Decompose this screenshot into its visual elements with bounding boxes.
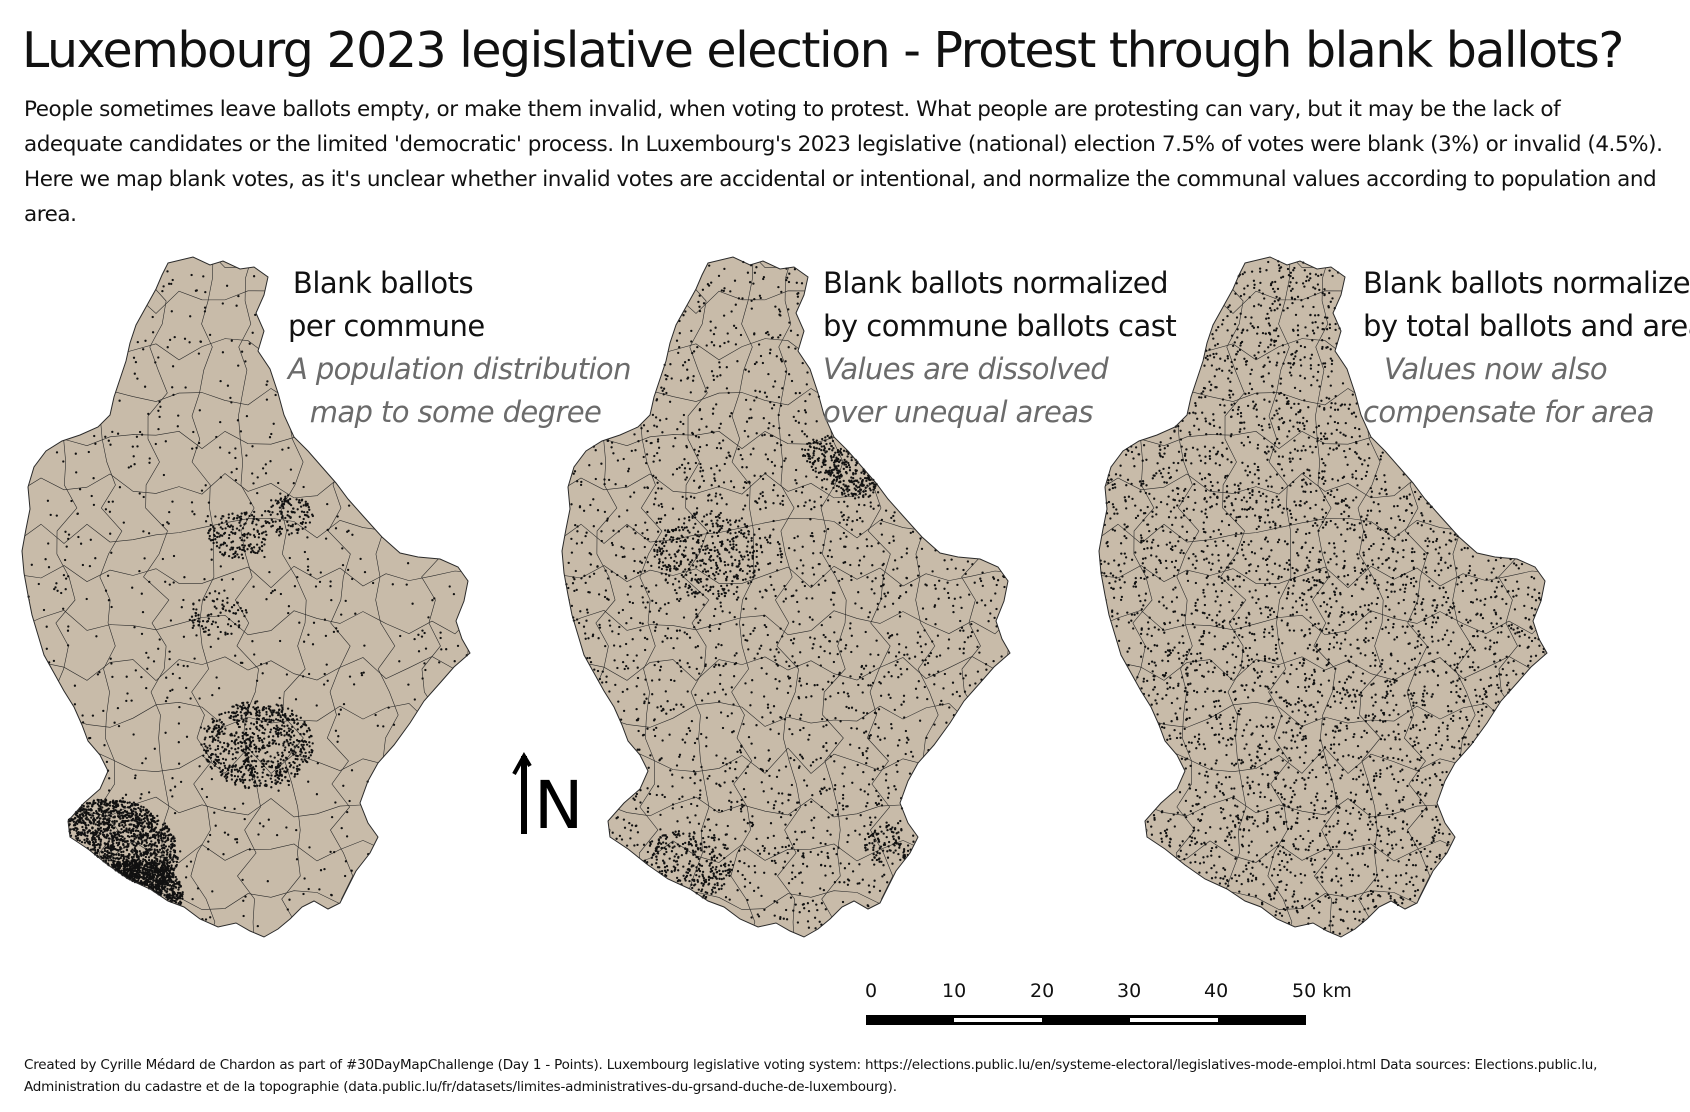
scale-tick-10: 10: [942, 980, 967, 1002]
panel-3-title: Blank ballots normalized by total ballot…: [1363, 262, 1690, 348]
panel-2-title-line2: by commune ballots cast: [823, 309, 1177, 343]
country-border: [561, 256, 1011, 938]
blank-ballot-dots: [565, 260, 1006, 930]
country-border: [21, 256, 471, 938]
footer-credits: Created by Cyrille Médard de Chardon as …: [24, 1057, 1598, 1095]
north-arrow-icon: [512, 752, 532, 834]
panel-3-subtitle: Values now also compensate for area: [1363, 348, 1654, 434]
map-title: Luxembourg 2023 legislative election - P…: [22, 22, 1624, 79]
scale-tick-30: 30: [1117, 980, 1142, 1002]
scale-bar: [866, 1012, 1306, 1031]
panel-1-subtitle: A population distribution map to some de…: [288, 348, 631, 434]
north-arrow-label: N: [534, 767, 583, 834]
scale-tick-40: 40: [1204, 980, 1229, 1002]
luxembourg-map: [561, 256, 1011, 938]
map-panel-normalized-by-area: [1095, 255, 1595, 985]
country-fill: [1099, 257, 1547, 937]
panel-1-subtitle-line2: map to some degree: [309, 395, 602, 429]
blank-ballot-dots: [27, 270, 468, 928]
map-panel-normalized-by-ballots: [558, 255, 1058, 985]
panel-1-title-line2: per commune: [288, 309, 485, 343]
panel-2-subtitle: Values are dissolved over unequal areas: [823, 348, 1109, 434]
blank-ballot-dots: [1099, 260, 1545, 935]
panel-2-subtitle-line1: Values are dissolved: [823, 352, 1109, 386]
panel-3-title-line1: Blank ballots normalized: [1363, 266, 1690, 300]
panel-1-subtitle-line1: A population distribution: [288, 352, 631, 386]
map-panel-blank-ballots: [18, 255, 518, 985]
luxembourg-map: [21, 256, 471, 938]
panel-2-title: Blank ballots normalized by commune ball…: [823, 262, 1177, 348]
scale-tick-0: 0: [865, 980, 878, 1002]
scale-tick-20: 20: [1030, 980, 1055, 1002]
country-fill: [22, 257, 470, 937]
panel-3-subtitle-line1: Values now also: [1383, 352, 1608, 386]
panel-2-title-line1: Blank ballots normalized: [823, 266, 1169, 300]
luxembourg-map: [1098, 256, 1548, 938]
intro-paragraph: People sometimes leave ballots empty, or…: [24, 97, 1663, 227]
panel-3-title-line2: by total ballots and area: [1363, 309, 1690, 343]
country-border: [1098, 256, 1548, 938]
north-arrow: N: [512, 752, 584, 844]
panel-3-subtitle-line2: compensate for area: [1363, 395, 1654, 429]
scale-tick-50km: 50 km: [1292, 980, 1352, 1002]
panel-2-subtitle-line2: over unequal areas: [823, 395, 1094, 429]
panel-1-title: Blank ballots per commune: [288, 262, 485, 348]
panel-1-title-line1: Blank ballots: [292, 266, 474, 300]
country-fill: [562, 257, 1010, 937]
